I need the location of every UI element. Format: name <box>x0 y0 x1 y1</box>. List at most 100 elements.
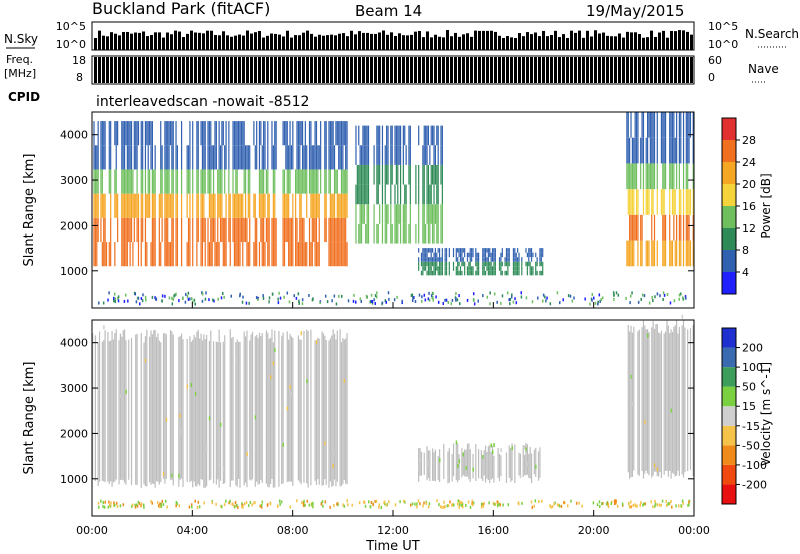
power-mark <box>640 240 642 267</box>
power-mark <box>326 300 329 304</box>
power-mark <box>517 257 519 262</box>
velocity-mark <box>613 499 616 503</box>
velocity-mark <box>257 338 259 485</box>
velocity-mark <box>143 342 145 485</box>
power-mark <box>507 248 509 253</box>
power-mark <box>562 298 564 302</box>
power-mark <box>525 261 527 267</box>
power-mark <box>103 145 105 170</box>
power-mark <box>97 217 99 243</box>
velocity-mark <box>427 461 430 466</box>
power-mark <box>366 204 368 224</box>
power-mark <box>175 217 177 243</box>
velocity-mark <box>482 454 484 459</box>
velocity-mark <box>218 329 220 488</box>
velocity-mark <box>510 447 512 482</box>
power-mark <box>257 297 259 301</box>
power-mark <box>180 193 183 218</box>
power-colorbar-tick-label: 12 <box>742 222 756 235</box>
power-colorbar-tick-label: 24 <box>742 156 756 169</box>
power-mark <box>678 293 681 297</box>
power-mark <box>659 294 661 298</box>
power-mark <box>332 217 334 243</box>
noise-bar <box>222 31 225 50</box>
freq-bar <box>638 57 641 83</box>
power-mark <box>338 193 340 218</box>
power-mark <box>367 164 370 185</box>
noise-bar <box>434 34 437 50</box>
power-mark <box>343 169 345 194</box>
power-mark <box>469 261 471 267</box>
power-mark <box>390 223 392 244</box>
power-mark <box>176 217 179 243</box>
power-mark <box>244 193 247 218</box>
power-mark <box>147 145 149 170</box>
power-mark <box>539 252 541 258</box>
velocity-mark <box>438 458 441 463</box>
cpid-text: interleavedscan -nowait -8512 <box>96 94 309 110</box>
freq-bar <box>130 57 133 83</box>
velocity-mark <box>224 335 226 484</box>
velocity-mark <box>425 502 428 506</box>
power-mark <box>217 193 219 218</box>
power-mark <box>222 292 224 296</box>
freq-bar <box>678 57 681 83</box>
power-mark <box>367 223 370 244</box>
velocity-colorbar-segment <box>722 347 736 368</box>
power-mark <box>169 193 172 218</box>
power-mark <box>358 184 360 205</box>
velocity-mark <box>510 477 512 482</box>
power-mark <box>282 169 284 194</box>
velocity-mark <box>457 464 459 469</box>
power-mark <box>395 223 397 244</box>
power-mark <box>308 217 311 243</box>
velocity-mark <box>336 330 338 482</box>
noise-bar <box>278 34 281 50</box>
power-mark <box>366 164 368 185</box>
power-mark <box>664 163 667 190</box>
freq-bar <box>390 57 393 83</box>
velocity-mark <box>346 333 348 485</box>
velocity-mark <box>220 504 222 508</box>
power-mark <box>692 240 694 267</box>
power-mark <box>204 169 206 194</box>
velocity-mark <box>190 341 192 481</box>
velocity-mark <box>433 452 435 481</box>
power-mark <box>239 121 241 146</box>
velocity-mark <box>678 327 680 476</box>
power-mark <box>236 145 238 170</box>
velocity-mark <box>653 463 656 468</box>
power-mark <box>233 217 236 243</box>
power-mark <box>507 266 509 271</box>
velocity-colorbar-segment <box>722 445 736 465</box>
velocity-mark <box>138 502 141 506</box>
power-mark <box>501 270 503 276</box>
velocity-mark <box>112 339 115 483</box>
power-mark <box>239 217 241 243</box>
freq-bar <box>94 57 97 83</box>
power-mark <box>615 291 618 295</box>
power-mark <box>104 242 106 267</box>
power-mark <box>692 189 694 215</box>
power-mark <box>339 145 341 170</box>
power-mark <box>399 184 402 205</box>
freq-bar <box>146 57 149 83</box>
power-mark <box>242 217 244 243</box>
power-mark <box>125 242 127 267</box>
power-mark <box>469 248 471 253</box>
velocity-mark <box>684 327 686 473</box>
power-mark <box>486 248 488 253</box>
velocity-mark <box>269 337 272 484</box>
power-mark <box>489 261 491 267</box>
velocity-mark <box>265 330 268 484</box>
power-mark <box>494 261 496 267</box>
power-mark <box>493 257 495 262</box>
power-mark <box>369 300 372 304</box>
power-mark <box>217 297 219 301</box>
noise-bar <box>378 32 381 50</box>
power-mark <box>483 257 485 262</box>
power-mark <box>130 121 133 146</box>
power-mark <box>115 169 117 194</box>
power-mark <box>300 169 302 194</box>
power-mark <box>685 112 687 138</box>
